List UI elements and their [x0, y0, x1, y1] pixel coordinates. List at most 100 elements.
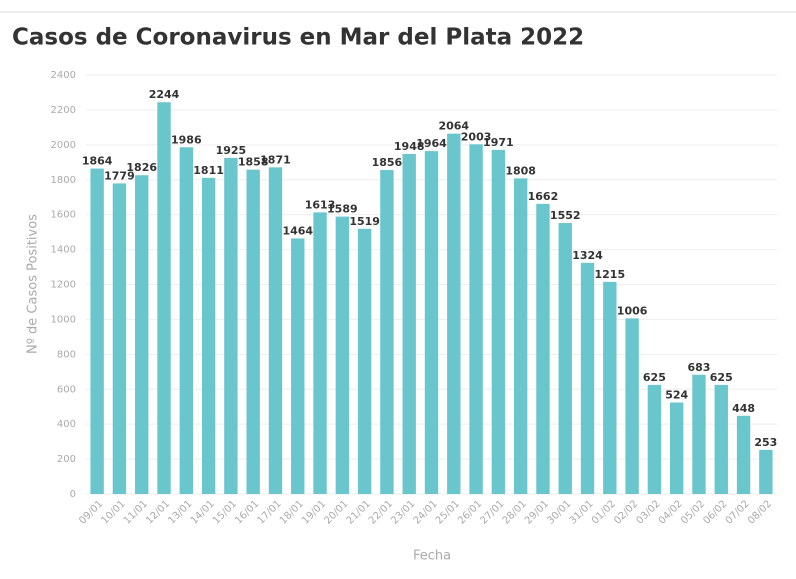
bar — [536, 203, 550, 494]
bar — [157, 102, 171, 495]
x-tick-label: 24/01 — [412, 498, 440, 526]
bar — [603, 281, 617, 494]
y-tick-label: 1200 — [51, 280, 76, 291]
y-tick-label: 600 — [57, 384, 76, 395]
x-tick-label: 29/01 — [523, 498, 551, 526]
value-label: 1552 — [550, 209, 581, 222]
value-label: 1464 — [282, 224, 313, 237]
y-tick-label: 2400 — [51, 70, 76, 81]
value-label: 1613 — [305, 198, 336, 211]
bar — [313, 212, 327, 494]
x-tick-label: 27/01 — [478, 498, 506, 526]
chart-title: Casos de Coronavirus en Mar del Plata 20… — [12, 25, 584, 51]
x-tick-label: 25/01 — [434, 498, 462, 526]
value-label: 1779 — [104, 169, 135, 182]
y-axis-label: Nº de Casos Positivos — [26, 214, 41, 354]
x-tick-label: 26/01 — [456, 498, 484, 526]
value-label: 2244 — [149, 88, 180, 101]
x-tick-label: 23/01 — [389, 498, 417, 526]
value-label: 1826 — [126, 161, 157, 174]
bar — [491, 149, 506, 495]
bar — [714, 384, 728, 494]
bar — [625, 318, 639, 494]
value-label: 524 — [665, 389, 688, 402]
value-label: 1864 — [82, 155, 113, 168]
bar — [402, 153, 416, 494]
value-label: 2003 — [461, 130, 492, 143]
bar — [246, 169, 260, 495]
bar — [692, 374, 706, 494]
value-label: 253 — [754, 436, 777, 449]
y-tick-label: 1800 — [51, 175, 76, 186]
value-label: 1324 — [572, 249, 603, 262]
bar — [268, 167, 283, 494]
value-label: 1964 — [416, 137, 447, 150]
x-tick-label: 10/01 — [100, 498, 128, 526]
value-label: 625 — [643, 371, 666, 384]
x-tick-label: 21/01 — [345, 498, 373, 526]
value-label: 1215 — [595, 268, 626, 281]
value-label: 625 — [710, 371, 733, 384]
x-tick-label: 28/01 — [501, 498, 529, 526]
bar — [670, 402, 684, 494]
bar — [469, 144, 483, 495]
x-tick-label: 12/01 — [144, 498, 172, 526]
value-label: 683 — [687, 361, 710, 374]
x-tick-label: 15/01 — [211, 498, 239, 526]
x-tick-label: 04/02 — [657, 498, 685, 526]
value-label: 1811 — [193, 164, 224, 177]
bar — [580, 262, 595, 494]
x-tick-label: 14/01 — [189, 498, 217, 526]
y-tick-label: 2200 — [51, 105, 76, 116]
bar — [112, 183, 127, 494]
x-tick-label: 30/01 — [545, 498, 573, 526]
x-tick-label: 07/02 — [724, 498, 752, 526]
bar — [424, 151, 439, 494]
y-tick-label: 1400 — [51, 245, 76, 256]
bar — [513, 178, 528, 494]
y-tick-label: 1600 — [51, 210, 76, 221]
bar — [201, 177, 216, 494]
bar — [558, 223, 572, 494]
bar — [179, 147, 193, 494]
value-label: 1971 — [483, 136, 514, 149]
x-tick-label: 05/02 — [679, 498, 707, 526]
bar — [357, 228, 372, 494]
value-label: 1986 — [171, 133, 202, 146]
value-label: 448 — [732, 402, 755, 415]
value-label: 1871 — [260, 153, 291, 166]
y-tick-label: 400 — [57, 419, 76, 430]
x-tick-label: 20/01 — [322, 498, 350, 526]
x-tick-label: 13/01 — [166, 498, 194, 526]
bar — [736, 415, 751, 494]
value-label: 1006 — [617, 304, 648, 317]
bar — [224, 157, 238, 495]
bar — [447, 133, 461, 494]
y-tick-label: 0 — [70, 489, 76, 500]
x-tick-label: 17/01 — [256, 498, 284, 526]
x-axis-label: Fecha — [413, 549, 451, 564]
value-label: 2064 — [438, 120, 469, 133]
x-tick-label: 31/01 — [568, 498, 596, 526]
x-tick-label: 11/01 — [122, 498, 150, 526]
value-label: 1948 — [394, 140, 425, 153]
x-tick-label: 09/01 — [77, 498, 105, 526]
x-tick-label: 19/01 — [300, 498, 328, 526]
y-tick-label: 2000 — [51, 140, 76, 151]
y-tick-label: 200 — [57, 454, 76, 465]
x-tick-label: 01/02 — [590, 498, 618, 526]
y-tick-label: 1000 — [51, 314, 76, 325]
bar — [380, 169, 394, 494]
value-label: 1662 — [528, 190, 559, 203]
x-tick-label: 22/01 — [367, 498, 395, 526]
x-tick-label: 03/02 — [634, 498, 662, 526]
x-tick-label: 18/01 — [278, 498, 306, 526]
bar — [759, 449, 773, 494]
x-tick-label: 02/02 — [612, 498, 640, 526]
value-label: 1519 — [349, 215, 380, 228]
x-tick-label: 16/01 — [233, 498, 261, 526]
y-tick-label: 800 — [57, 349, 76, 360]
x-tick-label: 06/02 — [701, 498, 729, 526]
bar — [135, 175, 149, 495]
